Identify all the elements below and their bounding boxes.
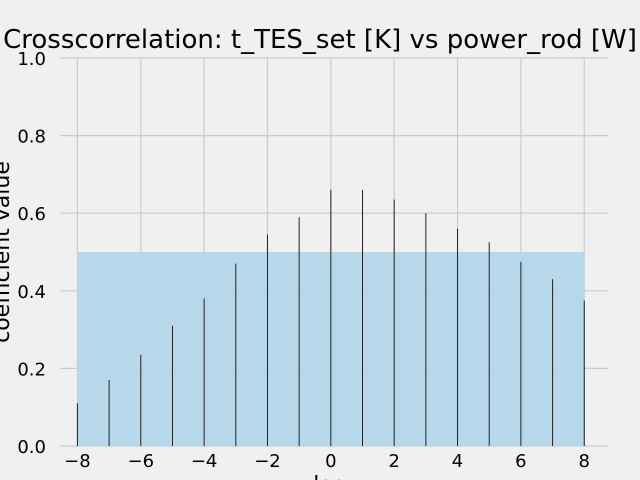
x-tick-label: 8	[579, 451, 590, 472]
x-tick-label: 0	[325, 451, 336, 472]
x-tick-label: 2	[388, 451, 399, 472]
y-tick-label: 0.6	[17, 204, 46, 225]
y-tick-label: 0.8	[17, 127, 46, 148]
x-tick-label: 6	[515, 451, 526, 472]
x-tick-label: −6	[128, 451, 155, 472]
tick-labels: −8 −6 −4 −2 0 2 4 6 8 0.0 0.2 0.4 0.6 0.8 1.0	[17, 49, 590, 472]
x-tick-label: −8	[64, 451, 91, 472]
chart-title: Crosscorrelation: t_TES_set [K] vs power…	[3, 25, 637, 55]
x-tick-label: −2	[254, 451, 281, 472]
y-tick-label: 0.0	[17, 437, 46, 458]
y-tick-label: 1.0	[17, 49, 46, 70]
y-tick-label: 0.2	[17, 359, 46, 380]
x-axis-label: lag	[313, 473, 347, 480]
bars	[76, 189, 585, 446]
x-tick-label: −4	[191, 451, 218, 472]
x-tick-label: 4	[452, 451, 463, 472]
y-axis-label: coefficient value	[0, 161, 15, 343]
y-tick-label: 0.4	[17, 282, 46, 303]
